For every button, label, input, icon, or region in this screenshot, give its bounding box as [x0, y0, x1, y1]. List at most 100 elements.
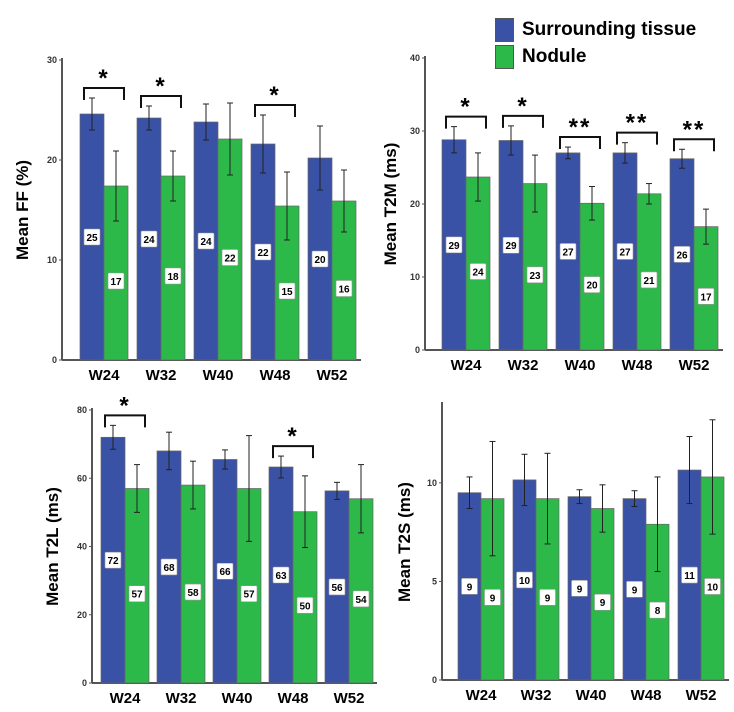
y-tick-label: 30: [410, 126, 420, 136]
bar: [465, 176, 491, 351]
data-label-box: [469, 263, 487, 280]
y-tick-label: 40: [77, 542, 87, 552]
data-label-box: [272, 566, 290, 584]
data-label: 8: [655, 606, 661, 617]
x-tick-label: W48: [278, 690, 309, 707]
x-tick-label: W24: [451, 357, 483, 374]
data-label-box: [484, 589, 501, 606]
data-label-box: [254, 243, 272, 261]
data-label: 17: [110, 277, 122, 288]
legend: Surrounding tissue Nodule: [495, 16, 696, 70]
significance-bracket: [254, 104, 296, 117]
data-label-box: [539, 589, 556, 606]
data-label-box: [335, 280, 353, 297]
data-label-box: [164, 267, 182, 285]
data-label-box: [83, 228, 101, 246]
x-tick-label: W48: [622, 357, 653, 374]
data-label: 27: [562, 247, 574, 258]
panel-mean-t2s-ms-: 0 5 10 Mean T2S (ms) 9 9 W24 10 9 W32 9 9 W40 9 8 W48 11…: [395, 402, 729, 704]
significance-marker: *: [287, 423, 298, 450]
significance-marker: *: [119, 392, 130, 419]
data-label: 25: [86, 233, 98, 244]
data-label: 9: [467, 582, 473, 593]
legend-item-nodule: Nodule: [495, 43, 696, 70]
data-label: 22: [224, 254, 236, 265]
data-label: 27: [619, 247, 631, 258]
data-label: 9: [490, 593, 496, 604]
data-label-box: [526, 266, 544, 284]
significance-bracket: [559, 136, 601, 150]
x-tick-label: W24: [466, 687, 498, 704]
data-label-box: [649, 601, 666, 619]
panel-mean-t2l-ms-: 0 20 40 60 80 Mean T2L (ms) 72 57 W24 * 68 58 W32 66 5…: [43, 392, 377, 707]
y-tick-label: 60: [77, 473, 87, 483]
y-tick-label: 5: [432, 576, 437, 586]
data-label-box: [128, 585, 146, 603]
data-label-box: [461, 578, 478, 595]
data-label: 56: [331, 583, 343, 594]
y-axis-label: Mean T2M (ms): [381, 143, 400, 266]
significance-bracket: [140, 95, 182, 108]
data-label-box: [559, 243, 577, 260]
significance-marker: **: [626, 110, 649, 137]
data-label-box: [445, 236, 463, 254]
data-label: 68: [163, 563, 175, 574]
data-label-box: [571, 580, 588, 597]
data-label: 22: [257, 248, 269, 259]
y-axis-label: Mean FF (%): [13, 160, 32, 260]
data-label-box: [296, 597, 314, 614]
legend-swatch: [495, 44, 514, 69]
significance-bracket: [104, 414, 146, 428]
legend-label: Surrounding tissue: [522, 18, 697, 40]
y-tick-label: 40: [410, 53, 420, 63]
data-label-box: [704, 578, 721, 595]
significance-bracket: [502, 114, 544, 128]
data-label: 24: [200, 237, 212, 248]
data-label: 24: [143, 235, 155, 246]
data-label: 24: [472, 267, 484, 278]
significance-bracket: [445, 115, 487, 129]
data-label: 10: [707, 582, 719, 593]
data-label: 17: [700, 292, 712, 303]
data-label-box: [594, 593, 611, 611]
significance-marker: *: [98, 65, 109, 92]
y-tick-label: 20: [47, 155, 57, 165]
significance-marker: *: [155, 73, 166, 100]
data-label: 9: [632, 585, 638, 596]
x-tick-label: W48: [631, 687, 662, 704]
data-label-box: [160, 558, 178, 576]
data-label: 21: [643, 276, 655, 287]
significance-marker: **: [683, 116, 706, 143]
x-tick-label: W32: [166, 690, 197, 707]
data-label: 54: [355, 595, 367, 606]
data-label: 9: [600, 598, 606, 609]
significance-bracket: [83, 87, 125, 100]
significance-marker: *: [269, 82, 280, 109]
data-label-box: [681, 566, 698, 584]
y-axis-label: Mean T2S (ms): [395, 482, 414, 602]
data-label-box: [673, 246, 691, 263]
significance-marker: **: [569, 114, 592, 141]
y-tick-label: 20: [410, 199, 420, 209]
panel-mean-t2m-ms-: 0 10 20 30 40 Mean T2M (ms) 29 24 W24 * 29 23 W32 * 27…: [381, 53, 723, 374]
data-label: 16: [338, 285, 350, 296]
panel-mean-ff-: 0 10 20 30 Mean FF (%) 25 17 W24 * 24 18 W32 * 24 22 W4…: [13, 55, 361, 384]
data-label-box: [104, 551, 122, 569]
data-label-box: [516, 571, 533, 589]
data-label-box: [140, 230, 158, 248]
x-tick-label: W52: [317, 367, 348, 384]
data-label: 66: [219, 567, 231, 578]
data-label-box: [626, 581, 643, 598]
legend-item-surrounding: Surrounding tissue: [495, 16, 696, 43]
y-tick-label: 10: [410, 272, 420, 282]
y-tick-label: 30: [47, 55, 57, 65]
data-label: 50: [299, 601, 311, 612]
data-label: 10: [519, 576, 531, 587]
x-tick-label: W32: [146, 367, 177, 384]
y-tick-label: 10: [47, 255, 57, 265]
legend-label: Nodule: [522, 45, 587, 67]
data-label: 63: [275, 571, 287, 582]
y-tick-label: 80: [77, 405, 87, 415]
